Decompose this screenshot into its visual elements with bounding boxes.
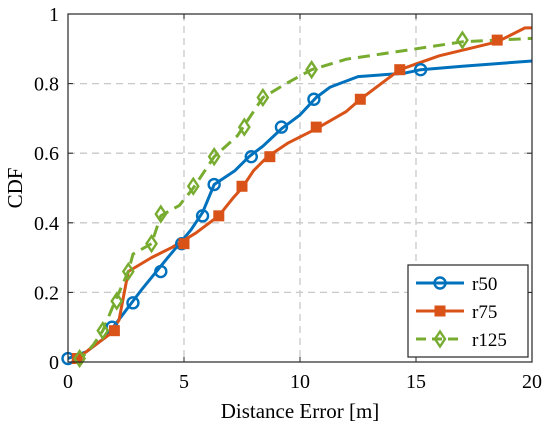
x-tick-label: 20 — [522, 371, 542, 393]
r125-marker — [305, 60, 319, 80]
r75-marker — [491, 34, 503, 46]
r50-marker — [244, 149, 258, 164]
r125-marker — [186, 176, 200, 196]
legend-label-r75: r75 — [472, 302, 497, 323]
r75-marker — [264, 151, 276, 163]
r125-marker — [455, 30, 469, 50]
r50-marker — [126, 296, 140, 310]
y-tick-label: 0.2 — [34, 282, 59, 304]
r125-marker — [207, 147, 221, 167]
r75-marker — [394, 64, 406, 76]
r75-marker — [213, 210, 225, 222]
r75-marker — [178, 238, 190, 250]
y-tick-label: 0.6 — [34, 143, 59, 165]
r50-marker — [274, 120, 289, 134]
r75-series-line — [76, 26, 532, 360]
x-tick-label: 10 — [290, 371, 310, 393]
y-tick-label: 0.8 — [34, 74, 59, 96]
r50-marker — [154, 264, 168, 279]
legend-box — [407, 264, 529, 358]
axis-ticks: 0 5 10 15 20 0 0.2 0.4 0.6 0.8 1 — [34, 4, 542, 393]
grid-lines — [68, 14, 532, 362]
r125-marker — [154, 204, 168, 224]
r75-marker — [354, 93, 366, 105]
r50-marker — [207, 177, 221, 192]
y-tick-label: 0.4 — [34, 213, 59, 235]
r125-marker — [96, 321, 110, 341]
r125-marker — [73, 348, 87, 369]
r75-marker — [108, 325, 120, 337]
x-axis-label: Distance Error [m] — [221, 399, 380, 423]
legend-marker-r50 — [433, 276, 447, 290]
y-tick-label: 1 — [49, 4, 59, 26]
r75-marker — [310, 121, 322, 133]
r125-series-line — [74, 36, 532, 362]
series-layer — [68, 26, 532, 362]
r125-marker — [237, 117, 251, 137]
legend-marker-r75 — [434, 305, 446, 317]
r75-marker — [236, 180, 248, 192]
r50-marker — [307, 92, 321, 106]
x-tick-label: 15 — [406, 371, 426, 393]
legend: r50 r75 r125 — [407, 264, 529, 358]
legend-label-r50: r50 — [472, 274, 497, 295]
r50-marker — [195, 209, 210, 223]
markers-layer — [61, 30, 503, 369]
x-tick-label: 0 — [63, 371, 73, 393]
y-tick-label: 0 — [49, 352, 59, 374]
r125-marker — [110, 291, 124, 311]
r50-series-line — [68, 59, 532, 360]
r125-marker — [256, 87, 270, 108]
r125-marker — [121, 261, 135, 282]
y-axis-label: CDF — [3, 168, 27, 209]
legend-marker-r125 — [433, 329, 447, 349]
legend-label-r125: r125 — [472, 330, 507, 351]
x-tick-label: 5 — [179, 371, 189, 393]
r50-marker — [413, 62, 428, 77]
r125-marker — [145, 234, 158, 254]
